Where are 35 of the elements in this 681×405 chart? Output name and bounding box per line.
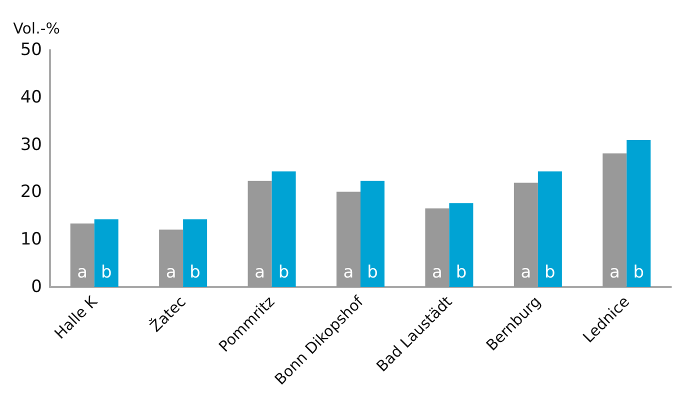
bar — [626, 140, 651, 287]
text: b — [278, 262, 290, 282]
text: a — [520, 262, 532, 282]
y-tick-label: 50 — [20, 40, 42, 60]
bar — [272, 171, 296, 287]
bar — [538, 171, 562, 287]
y-tick-label: 0 — [31, 277, 42, 297]
bar — [159, 230, 184, 287]
bar — [360, 180, 384, 287]
bar — [248, 180, 272, 287]
bar — [514, 182, 538, 287]
y-axis-title: Vol.-% — [13, 20, 60, 38]
text: a — [254, 262, 265, 282]
bar — [449, 203, 474, 287]
text: a — [166, 262, 176, 282]
y-tick-label: 40 — [20, 87, 42, 108]
bar — [336, 192, 360, 287]
y-tick-label: 20 — [20, 182, 42, 202]
text: a — [609, 262, 620, 282]
text: b — [633, 262, 644, 282]
bar — [425, 208, 450, 287]
bar — [94, 219, 118, 287]
series-label: a — [77, 262, 88, 282]
text: b — [190, 262, 200, 282]
y-tick-label: 30 — [20, 134, 42, 155]
text: b — [544, 262, 556, 282]
y-tick-label: 10 — [20, 230, 42, 250]
bar — [70, 223, 94, 287]
series-label: b — [100, 262, 112, 282]
text: b — [456, 262, 467, 282]
text: a — [432, 262, 442, 282]
bar — [183, 219, 208, 287]
text: b — [367, 262, 378, 282]
bar — [602, 153, 627, 287]
text: a — [343, 262, 354, 282]
